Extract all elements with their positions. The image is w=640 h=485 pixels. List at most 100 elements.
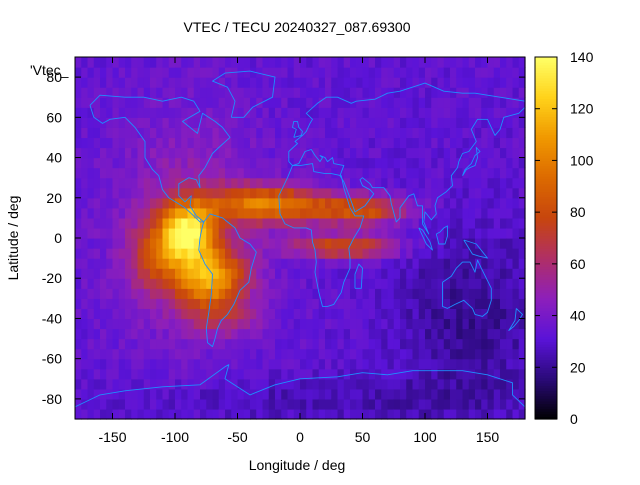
- heatmap-cell: [138, 107, 145, 118]
- heatmap-cell: [375, 318, 382, 329]
- heatmap-cell: [444, 339, 451, 350]
- heatmap-cell: [413, 409, 420, 420]
- heatmap-cell: [119, 288, 126, 299]
- heatmap-cell: [363, 127, 370, 138]
- heatmap-cell: [244, 258, 251, 269]
- heatmap-cell: [488, 258, 495, 269]
- heatmap-cell: [138, 359, 145, 370]
- heatmap-cell: [131, 268, 138, 279]
- heatmap-cell: [400, 77, 407, 88]
- heatmap-cell: [288, 349, 295, 360]
- heatmap-cell: [513, 198, 520, 209]
- heatmap-cell: [406, 278, 413, 289]
- heatmap-cell: [450, 238, 457, 249]
- heatmap-cell: [363, 409, 370, 420]
- vtec-heatmap-svg: VTEC / TECU 20240327_087.69300 -150 -100-…: [0, 0, 640, 480]
- heatmap-cell: [475, 188, 482, 199]
- heatmap-cell: [488, 97, 495, 108]
- heatmap-cell: [188, 158, 195, 169]
- heatmap-cell: [344, 107, 351, 118]
- heatmap-cell: [356, 178, 363, 189]
- heatmap-cell: [238, 198, 245, 209]
- heatmap-cell: [188, 339, 195, 350]
- heatmap-cell: [444, 399, 451, 410]
- heatmap-cell: [231, 308, 238, 319]
- heatmap-cell: [325, 258, 332, 269]
- heatmap-cell: [469, 117, 476, 128]
- heatmap-cell: [306, 389, 313, 400]
- heatmap-cell: [231, 278, 238, 289]
- heatmap-cell: [419, 318, 426, 329]
- heatmap-cell: [156, 349, 163, 360]
- heatmap-cell: [100, 57, 107, 68]
- heatmap-cell: [325, 107, 332, 118]
- heatmap-cell: [275, 278, 282, 289]
- heatmap-cell: [500, 238, 507, 249]
- heatmap-cell: [388, 399, 395, 410]
- heatmap-cell: [300, 218, 307, 229]
- heatmap-cell: [481, 359, 488, 370]
- heatmap-cell: [219, 258, 226, 269]
- heatmap-cell: [88, 298, 95, 309]
- heatmap-cell: [200, 57, 207, 68]
- heatmap-cell: [369, 87, 376, 98]
- heatmap-cell: [394, 87, 401, 98]
- heatmap-cell: [338, 188, 345, 199]
- heatmap-cell: [244, 298, 251, 309]
- heatmap-cell: [244, 399, 251, 410]
- heatmap-cell: [331, 158, 338, 169]
- heatmap-cell: [263, 158, 270, 169]
- heatmap-cell: [256, 349, 263, 360]
- heatmap-cell: [225, 399, 232, 410]
- heatmap-cell: [194, 308, 201, 319]
- heatmap-cell: [513, 278, 520, 289]
- heatmap-cell: [400, 318, 407, 329]
- heatmap-cell: [469, 409, 476, 420]
- heatmap-cell: [469, 67, 476, 78]
- heatmap-cell: [231, 258, 238, 269]
- heatmap-cell: [150, 329, 157, 340]
- heatmap-cell: [100, 198, 107, 209]
- heatmap-cell: [344, 168, 351, 179]
- heatmap-cell: [75, 369, 82, 380]
- heatmap-cell: [181, 228, 188, 239]
- heatmap-cell: [244, 117, 251, 128]
- heatmap-cell: [219, 117, 226, 128]
- heatmap-cell: [294, 268, 301, 279]
- heatmap-cell: [400, 168, 407, 179]
- heatmap-cell: [250, 318, 257, 329]
- heatmap-cell: [500, 218, 507, 229]
- heatmap-cell: [94, 278, 101, 289]
- heatmap-cell: [444, 349, 451, 360]
- heatmap-cell: [506, 198, 513, 209]
- heatmap-cell: [450, 77, 457, 88]
- heatmap-cell: [481, 127, 488, 138]
- heatmap-cell: [381, 238, 388, 249]
- heatmap-cell: [131, 399, 138, 410]
- heatmap-cell: [169, 168, 176, 179]
- heatmap-cell: [475, 127, 482, 138]
- heatmap-cell: [219, 107, 226, 118]
- heatmap-cell: [481, 107, 488, 118]
- heatmap-cell: [188, 168, 195, 179]
- heatmap-cell: [231, 339, 238, 350]
- heatmap-cell: [494, 137, 501, 148]
- heatmap-cell: [488, 268, 495, 279]
- heatmap-cell: [269, 258, 276, 269]
- heatmap-cell: [319, 258, 326, 269]
- heatmap-cell: [475, 228, 482, 239]
- heatmap-cell: [438, 308, 445, 319]
- heatmap-cell: [244, 329, 251, 340]
- heatmap-cell: [375, 248, 382, 259]
- heatmap-cell: [100, 278, 107, 289]
- heatmap-cell: [181, 329, 188, 340]
- heatmap-cell: [313, 198, 320, 209]
- heatmap-cell: [513, 208, 520, 219]
- heatmap-cell: [494, 399, 501, 410]
- heatmap-cell: [213, 188, 220, 199]
- heatmap-cell: [356, 248, 363, 259]
- heatmap-cell: [331, 258, 338, 269]
- heatmap-cell: [494, 258, 501, 269]
- heatmap-cell: [238, 57, 245, 68]
- heatmap-cell: [338, 308, 345, 319]
